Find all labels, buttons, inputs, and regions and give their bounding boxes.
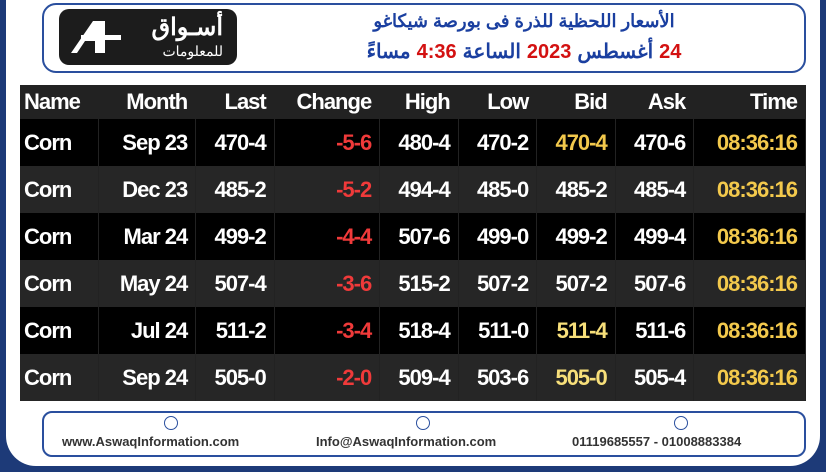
cell: -5-2 bbox=[274, 166, 381, 213]
cell: 505-4 bbox=[615, 354, 695, 401]
logo-title: أسـواق bbox=[151, 14, 224, 41]
cell: 08:36:16 bbox=[693, 354, 806, 401]
cell: 08:36:16 bbox=[693, 166, 806, 213]
column-header: Month bbox=[98, 85, 197, 119]
subtitle-part: أغسطس bbox=[577, 41, 654, 63]
table-row: Corn Sep 24 505-0 -2-0 509-4 503-6 505-0 505-4 0… bbox=[20, 354, 806, 401]
cell: Corn bbox=[20, 213, 100, 260]
subtitle-part: الساعة bbox=[462, 41, 521, 63]
cell: 08:36:16 bbox=[693, 307, 806, 354]
title: الأسعار اللحظية للذرة فى بورصة شيكاغو bbox=[373, 11, 675, 31]
cell: 499-2 bbox=[536, 213, 616, 260]
website: www.AswaqInformation.com bbox=[62, 434, 240, 449]
table-row: Corn Sep 23 470-4 -5-6 480-4 470-2 470-4 470-6 0… bbox=[20, 119, 806, 166]
cell: Jul 24 bbox=[98, 307, 197, 354]
cell: 480-4 bbox=[379, 119, 459, 166]
cell: 485-2 bbox=[536, 166, 616, 213]
cell: 499-0 bbox=[458, 213, 538, 260]
cell: 507-6 bbox=[379, 213, 459, 260]
cell: 494-4 bbox=[379, 166, 459, 213]
cell: 485-2 bbox=[195, 166, 275, 213]
cell: 507-4 bbox=[195, 260, 275, 307]
table-row: Corn Mar 24 499-2 -4-4 507-6 499-0 499-2 499-4 0… bbox=[20, 213, 806, 260]
column-header: Name bbox=[20, 85, 100, 119]
cell: 518-4 bbox=[379, 307, 459, 354]
cell: 470-4 bbox=[195, 119, 275, 166]
cell: 470-6 bbox=[615, 119, 695, 166]
cell: 485-0 bbox=[458, 166, 538, 213]
cell: 511-0 bbox=[458, 307, 538, 354]
cell: Corn bbox=[20, 354, 100, 401]
subtitle-part: 2023 bbox=[526, 41, 572, 63]
cell: Sep 23 bbox=[98, 119, 197, 166]
cell: 511-4 bbox=[536, 307, 616, 354]
column-header: Low bbox=[458, 85, 538, 119]
column-header: Time bbox=[693, 85, 806, 119]
cell: Sep 24 bbox=[98, 354, 197, 401]
cell: Corn bbox=[20, 260, 100, 307]
cell: May 24 bbox=[98, 260, 197, 307]
cell: 470-4 bbox=[536, 119, 616, 166]
table-row: Corn May 24 507-4 -3-6 515-2 507-2 507-2 507-6 0… bbox=[20, 260, 806, 307]
logo-icon bbox=[71, 21, 121, 53]
cell: 509-4 bbox=[379, 354, 459, 401]
cell: 507-2 bbox=[536, 260, 616, 307]
subtitle: 24أغسطس2023الساعة4:36مساءً bbox=[254, 39, 794, 64]
mail-icon bbox=[416, 416, 430, 430]
cell: Corn bbox=[20, 307, 100, 354]
column-header: Bid bbox=[536, 85, 616, 119]
column-header: Change bbox=[274, 85, 381, 119]
cell: -4-4 bbox=[274, 213, 381, 260]
cell: -3-4 bbox=[274, 307, 381, 354]
cell: -3-6 bbox=[274, 260, 381, 307]
cell: Corn bbox=[20, 119, 100, 166]
logo-subtitle: للمعلومات bbox=[162, 43, 223, 59]
phones: 01119685557 - 01008883384 bbox=[572, 434, 742, 449]
cell: -2-0 bbox=[274, 354, 381, 401]
subtitle-part: 24 bbox=[659, 41, 682, 63]
table-row: Corn Jul 24 511-2 -3-4 518-4 511-0 511-4 511-6 0… bbox=[20, 307, 806, 354]
column-header: High bbox=[379, 85, 459, 119]
header-row: Name Month Last Change High Low Bid Ask Time bbox=[20, 85, 806, 119]
cell: 499-4 bbox=[615, 213, 695, 260]
column-header: Ask bbox=[615, 85, 695, 119]
cell: 499-2 bbox=[195, 213, 275, 260]
logo: أسـواق للمعلومات bbox=[59, 9, 237, 65]
cell: 507-6 bbox=[615, 260, 695, 307]
cell: 511-2 bbox=[195, 307, 275, 354]
cell: 515-2 bbox=[379, 260, 459, 307]
cell: 485-4 bbox=[615, 166, 695, 213]
table-row: Corn Dec 23 485-2 -5-2 494-4 485-0 485-2 485-4 0… bbox=[20, 166, 806, 213]
subtitle-part: 4:36 bbox=[416, 41, 457, 63]
phone-icon bbox=[674, 416, 688, 430]
cell: 505-0 bbox=[536, 354, 616, 401]
price-table: Name Month Last Change High Low Bid Ask Time Corn… bbox=[20, 85, 806, 401]
cell: Dec 23 bbox=[98, 166, 197, 213]
cell: -5-6 bbox=[274, 119, 381, 166]
cell: Corn bbox=[20, 166, 100, 213]
cell: 470-2 bbox=[458, 119, 538, 166]
footer: www.AswaqInformation.com Info@AswaqInfor… bbox=[42, 411, 806, 457]
email: Info@AswaqInformation.com bbox=[316, 434, 497, 449]
column-header: Last bbox=[195, 85, 275, 119]
subtitle-part: مساءً bbox=[366, 41, 411, 63]
web-icon bbox=[164, 416, 178, 430]
cell: Mar 24 bbox=[98, 213, 197, 260]
cell: 507-2 bbox=[458, 260, 538, 307]
cell: 511-6 bbox=[615, 307, 695, 354]
cell: 08:36:16 bbox=[693, 260, 806, 307]
cell: 08:36:16 bbox=[693, 213, 806, 260]
header: أسـواق للمعلومات الأسعار اللحظية للذرة ف… bbox=[42, 3, 806, 73]
cell: 08:36:16 bbox=[693, 119, 806, 166]
cell: 505-0 bbox=[195, 354, 275, 401]
cell: 503-6 bbox=[458, 354, 538, 401]
